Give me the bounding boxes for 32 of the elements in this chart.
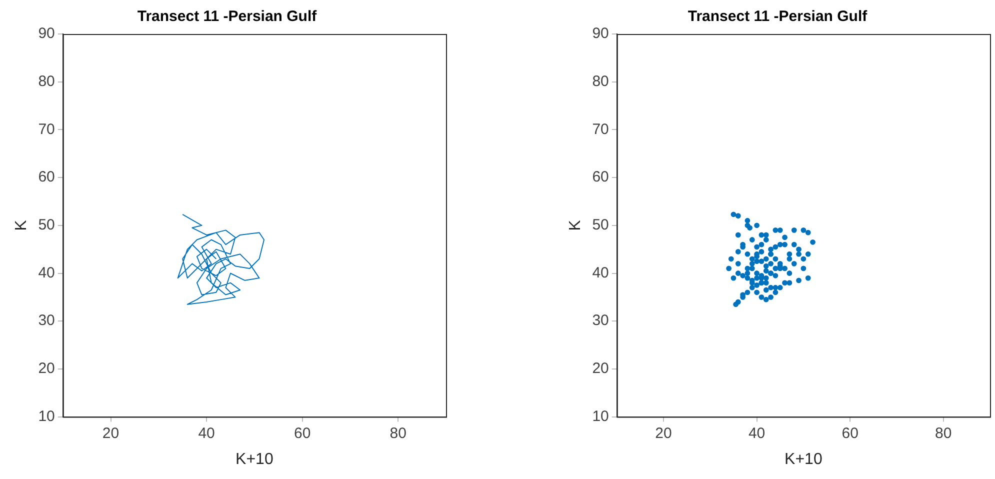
y-tick-label: 10 <box>38 408 55 425</box>
y-tick-label: 20 <box>38 360 55 378</box>
x-tick-label: 80 <box>390 424 406 442</box>
x-tick-label: 20 <box>655 424 672 442</box>
y-tick-label: 10 <box>592 408 609 425</box>
x-tick-label: 60 <box>294 424 311 442</box>
x-tick-label: 60 <box>842 424 858 442</box>
y-axis-title: K <box>13 220 30 231</box>
y-tick-label: 40 <box>592 264 609 282</box>
y-tick-label: 20 <box>592 360 609 378</box>
y-tick-label: 30 <box>38 312 55 330</box>
x-axis-title: K+10 <box>236 450 274 468</box>
x-tick-label: 40 <box>198 424 215 442</box>
y-tick-label: 90 <box>592 25 609 42</box>
y-tick-label: 60 <box>592 168 609 186</box>
y-tick-label: 60 <box>38 168 55 186</box>
y-tick-label: 80 <box>38 72 55 90</box>
y-tick-label: 70 <box>38 120 55 138</box>
x-tick-label: 20 <box>102 424 120 442</box>
y-tick-label: 80 <box>592 72 609 90</box>
x-tick-label: 40 <box>748 424 766 442</box>
chart-title: Transect 11 -Persian Gulf <box>688 8 868 26</box>
y-tick-label: 50 <box>38 216 55 234</box>
y-tick-label: 40 <box>38 264 55 282</box>
y-tick-label: 90 <box>38 25 55 42</box>
y-axis-title: K <box>567 220 584 231</box>
x-axis-title: K+10 <box>784 450 822 468</box>
chart-title: Transect 11 -Persian Gulf <box>137 8 318 26</box>
y-tick-label: 50 <box>592 216 609 234</box>
y-tick-label: 30 <box>592 312 609 330</box>
x-tick-label: 80 <box>935 424 952 442</box>
y-tick-label: 70 <box>592 120 609 138</box>
